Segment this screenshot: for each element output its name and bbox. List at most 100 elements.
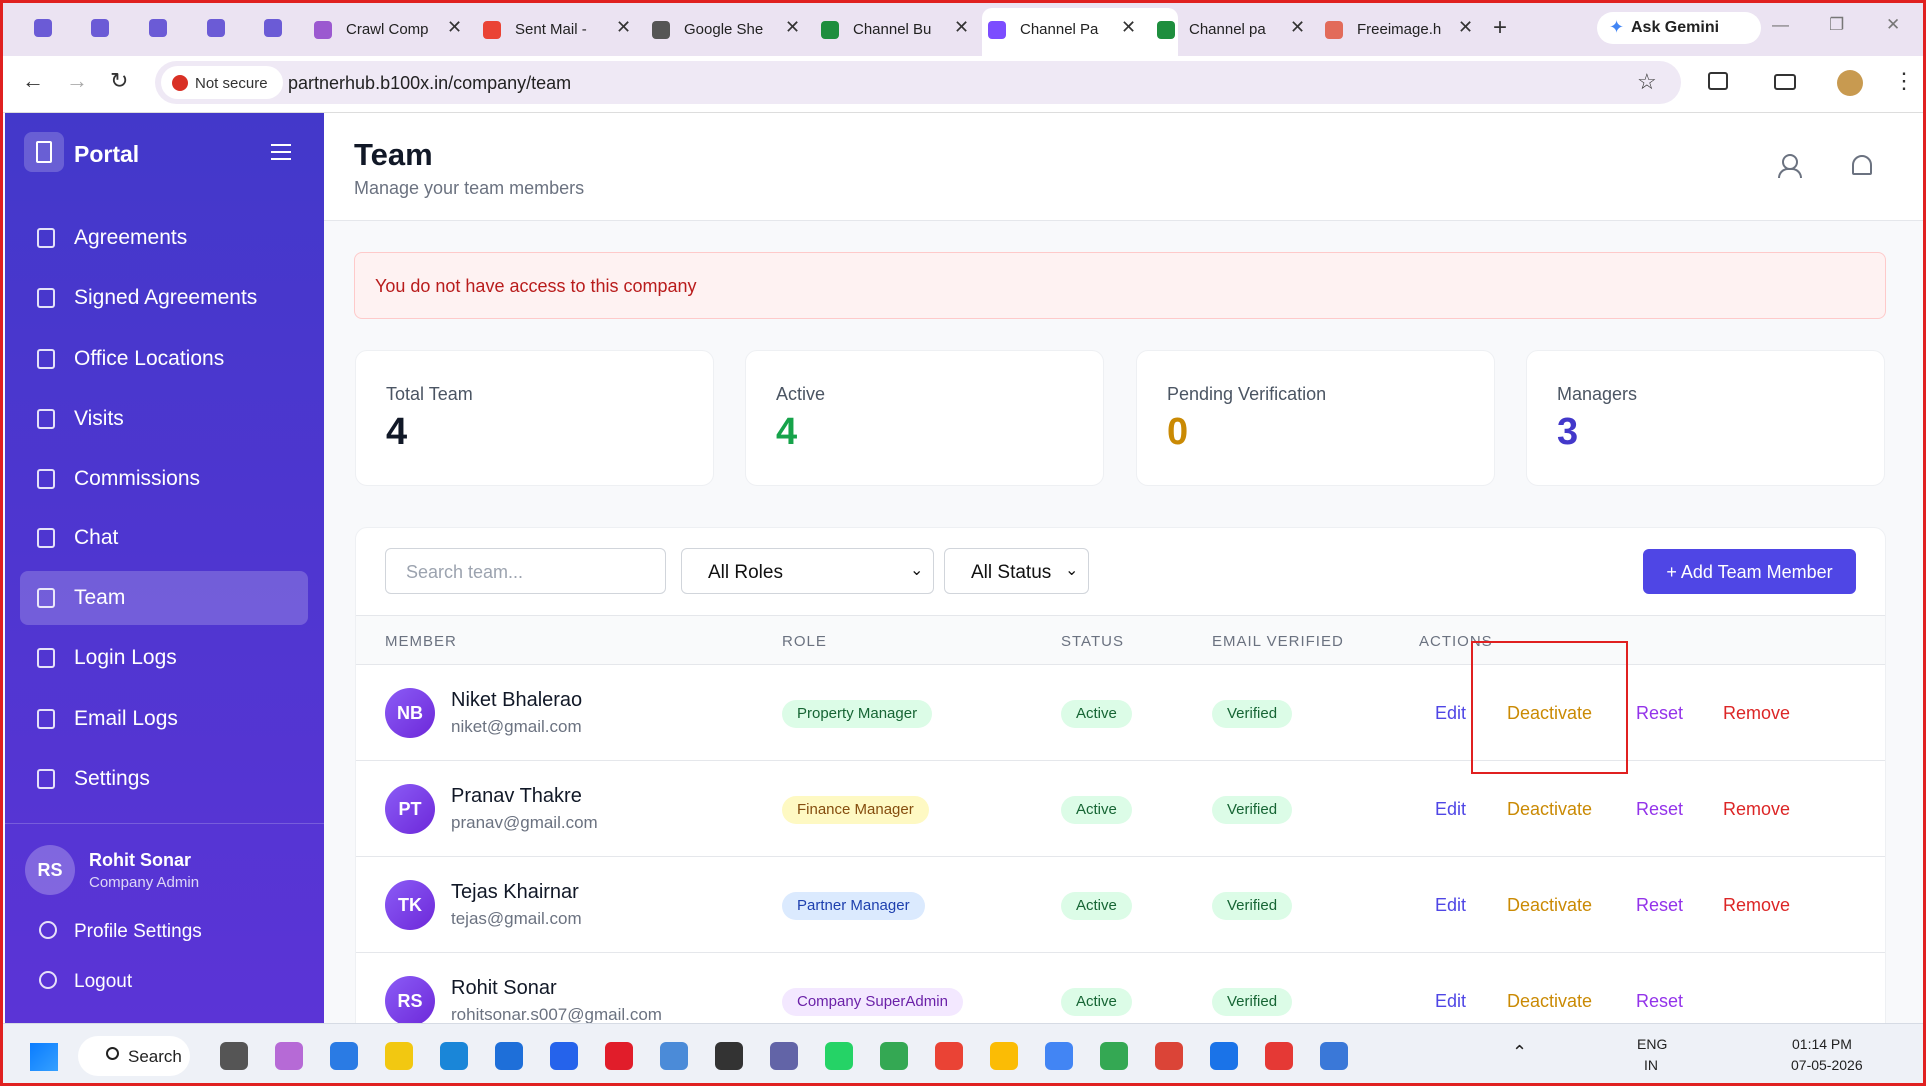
tab-title: Channel pa (1189, 21, 1266, 38)
action-deactivate[interactable]: Deactivate (1507, 991, 1593, 1011)
member-avatar: NB (385, 688, 435, 738)
tab[interactable]: Channel Pa ✕ (988, 14, 1168, 46)
taskbar-app[interactable] (990, 1042, 1018, 1070)
action-deactivate[interactable]: Deactivate (1507, 703, 1593, 723)
nav-item[interactable]: Chat (20, 511, 308, 565)
profile-avatar[interactable] (1837, 70, 1863, 96)
tab-favicon[interactable] (264, 19, 282, 37)
nav-button[interactable]: → (66, 68, 88, 93)
taskbar-app[interactable] (770, 1042, 798, 1070)
taskbar-app[interactable] (1155, 1042, 1183, 1070)
taskbar-app[interactable] (1045, 1042, 1073, 1070)
nav-item[interactable]: Login Logs (20, 631, 308, 685)
action-edit[interactable]: Edit (1435, 895, 1467, 915)
taskbar-app[interactable] (715, 1042, 743, 1070)
security-chip[interactable]: Not secure (161, 66, 283, 99)
taskbar-app[interactable] (275, 1042, 303, 1070)
member-email: pranav@gmail.com (451, 813, 598, 832)
window-control[interactable]: ❐ (1829, 15, 1845, 34)
tray-chevron[interactable]: ⌃ (1512, 1042, 1528, 1062)
nav-label: Chat (74, 526, 119, 549)
tab-favicon[interactable] (207, 19, 225, 37)
tab-title: Channel Bu (853, 21, 932, 38)
nav-item[interactable]: Settings (20, 752, 308, 806)
action-reset[interactable]: Reset (1636, 799, 1684, 819)
taskbar-app[interactable] (495, 1042, 523, 1070)
bookmark-star[interactable]: ☆ (1637, 69, 1657, 94)
tab[interactable]: Crawl Comp ✕ (314, 14, 494, 46)
taskbar-app[interactable] (660, 1042, 688, 1070)
tab[interactable]: Freeimage.h ✕ (1325, 14, 1505, 46)
taskbar-app[interactable] (1320, 1042, 1348, 1070)
action-deactivate[interactable]: Deactivate (1507, 799, 1593, 819)
taskbar-app[interactable] (825, 1042, 853, 1070)
action-edit[interactable]: Edit (1435, 799, 1467, 819)
tab[interactable]: Sent Mail - ✕ (483, 14, 663, 46)
menu-toggle-bar[interactable] (271, 144, 291, 146)
nav-item[interactable]: Agreements (20, 211, 308, 265)
sidebar-link[interactable]: Logout (20, 958, 308, 1004)
taskbar-app[interactable] (220, 1042, 248, 1070)
taskbar-app[interactable] (550, 1042, 578, 1070)
taskbar-app[interactable] (1210, 1042, 1238, 1070)
new-tab[interactable]: + (1493, 14, 1508, 41)
filter-select[interactable]: All Status ⌄ (944, 548, 1089, 594)
nav-item[interactable]: Email Logs (20, 692, 308, 746)
nav-button[interactable]: ↻ (110, 68, 129, 93)
tab[interactable]: Channel pa ✕ (1157, 14, 1337, 46)
taskbar-app[interactable] (330, 1042, 358, 1070)
action-reset[interactable]: Reset (1636, 703, 1684, 723)
window-control[interactable]: — (1772, 15, 1789, 34)
action-edit[interactable]: Edit (1435, 991, 1467, 1011)
tab-favicon[interactable] (91, 19, 109, 37)
filter-select[interactable]: All Roles ⌄ (681, 548, 934, 594)
add-member-button[interactable]: + Add Team Member (1643, 549, 1856, 594)
gemini-star: ✦ (1609, 17, 1625, 37)
ask-gemini[interactable]: ✦ Ask Gemini (1597, 12, 1761, 44)
tab-close: ✕ (1458, 17, 1474, 37)
tab[interactable]: Channel Bu ✕ (821, 14, 1001, 46)
taskbar-app[interactable] (440, 1042, 468, 1070)
page-subtitle: Manage your team members (354, 178, 585, 198)
nav-item[interactable]: Team (20, 571, 308, 625)
action-deactivate[interactable]: Deactivate (1507, 895, 1593, 915)
notifications-button[interactable] (1852, 155, 1872, 175)
menu-dots[interactable]: ⋮ (1893, 68, 1915, 93)
filter-value: All Roles (708, 562, 783, 583)
tab-favicon[interactable] (149, 19, 167, 37)
status-badge: Active (1061, 988, 1132, 1016)
action-reset[interactable]: Reset (1636, 991, 1684, 1011)
start-button[interactable] (30, 1043, 58, 1071)
action-remove[interactable]: Remove (1723, 895, 1791, 915)
action-remove[interactable]: Remove (1723, 799, 1791, 819)
clock-date[interactable]: 07-05-2026 (1791, 1057, 1863, 1073)
window-control[interactable]: ✕ (1886, 15, 1901, 34)
action-edit[interactable]: Edit (1435, 703, 1467, 723)
action-remove[interactable]: Remove (1723, 703, 1791, 723)
column-header: STATUS (1061, 633, 1124, 650)
taskbar-search[interactable]: Search (78, 1036, 190, 1076)
lang[interactable]: ENG (1637, 1036, 1668, 1052)
tab-favicon[interactable] (34, 19, 52, 37)
action-reset[interactable]: Reset (1636, 895, 1684, 915)
region[interactable]: IN (1644, 1057, 1658, 1073)
taskbar-app[interactable] (385, 1042, 413, 1070)
tab-close: ✕ (954, 17, 970, 37)
clock-time[interactable]: 01:14 PM (1792, 1036, 1852, 1052)
taskbar-app[interactable] (880, 1042, 908, 1070)
taskbar-app[interactable] (605, 1042, 633, 1070)
nav-label: Agreements (74, 226, 188, 249)
profile-button-body[interactable] (1778, 168, 1802, 178)
taskbar-app[interactable] (1265, 1042, 1293, 1070)
search-input[interactable]: Search team... (385, 548, 666, 594)
sidebar-link[interactable]: Profile Settings (20, 908, 308, 954)
nav-button[interactable]: ← (22, 68, 44, 93)
taskbar-app[interactable] (1100, 1042, 1128, 1070)
tab[interactable]: Google She ✕ (652, 14, 832, 46)
nav-item[interactable]: Commissions (20, 452, 308, 506)
nav-item[interactable]: Signed Agreements (20, 271, 308, 325)
nav-item[interactable]: Office Locations (20, 332, 308, 386)
nav-item[interactable]: Visits (20, 392, 308, 446)
omnibox[interactable]: Not secure partnerhub.b100x.in/company/te… (155, 61, 1681, 104)
taskbar-app[interactable] (935, 1042, 963, 1070)
